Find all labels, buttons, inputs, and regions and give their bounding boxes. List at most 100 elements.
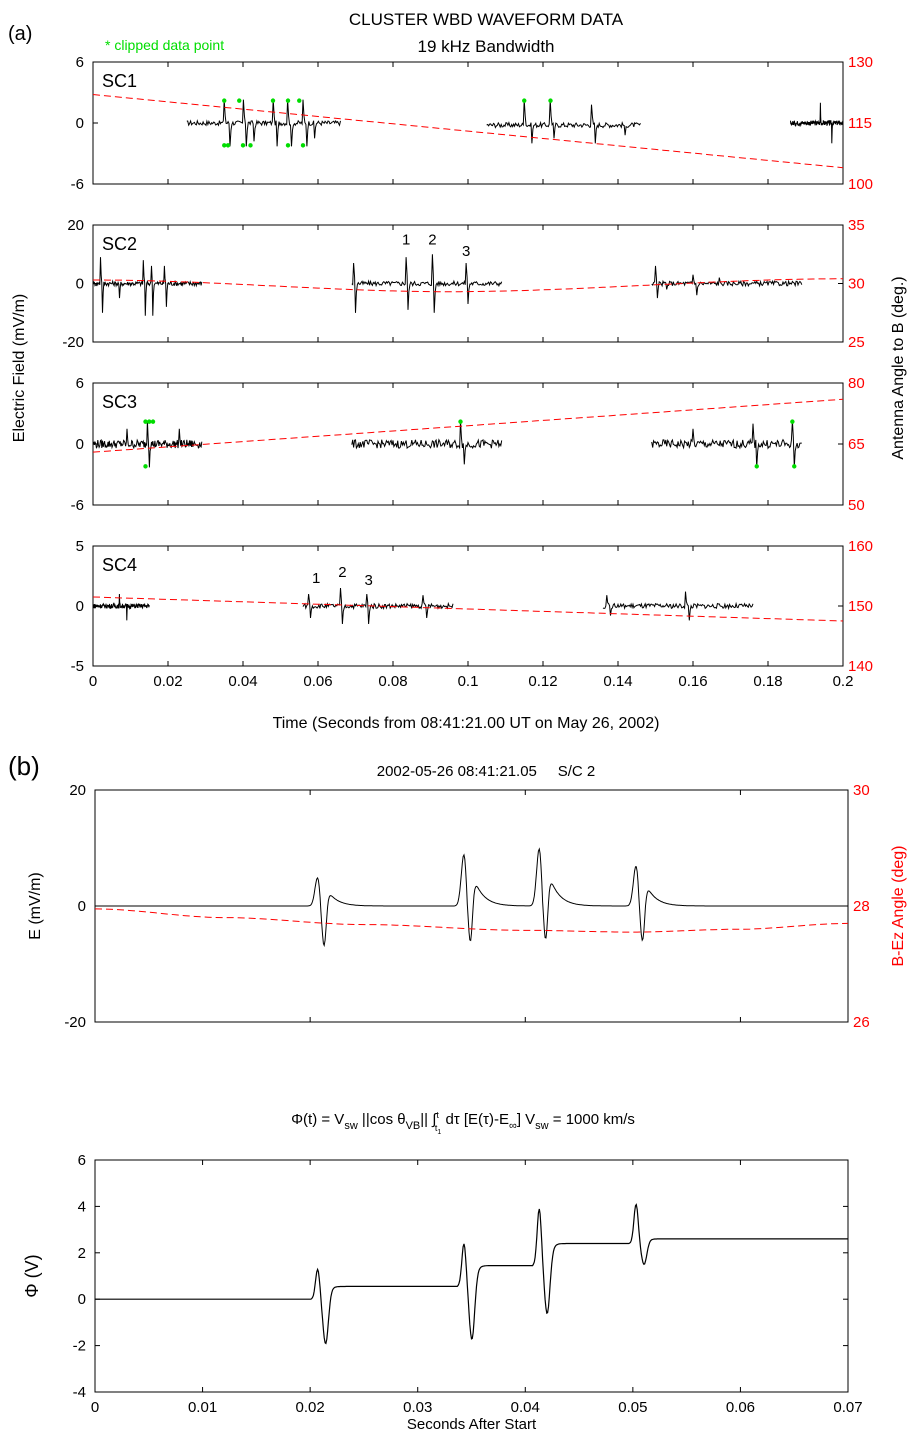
panel-title: SC3 [102, 392, 137, 412]
x-tick-label: 0 [89, 673, 97, 690]
waveform-line [351, 420, 503, 465]
y2-tick-label: 80 [848, 375, 865, 392]
angle-curve [94, 908, 849, 933]
waveform-line [651, 265, 803, 299]
y-tick-label: -2 [73, 1338, 86, 1355]
panel-label-a: (a) [8, 23, 32, 45]
y-tick-label: 0 [78, 1291, 86, 1308]
angle-curve [93, 278, 843, 293]
left-ylabel-a: Electric Field (mV/m) [11, 294, 28, 442]
x-tick-label: 0.06 [726, 1399, 755, 1416]
clipped-point [754, 464, 759, 469]
clipped-point [285, 98, 291, 103]
clipped-point [143, 419, 148, 424]
y-tick-label: -20 [62, 334, 84, 351]
y2-axis-label: B-Ez Angle (deg) [890, 846, 907, 967]
waveform-line [95, 847, 848, 948]
waveform-line [302, 587, 454, 625]
y2-tick-label: 65 [848, 436, 865, 453]
y2-tick-label: 30 [848, 276, 865, 293]
x-tick-label: 0 [91, 1399, 99, 1416]
y-tick-label: -6 [71, 176, 84, 193]
x-tick-label: 0.12 [528, 673, 557, 690]
y-tick-label: 4 [78, 1198, 86, 1215]
pulse-annotation: 3 [462, 243, 470, 260]
y-tick-label: 0 [76, 598, 84, 615]
pulse-annotation: 1 [312, 570, 320, 587]
clipped-point [150, 419, 156, 424]
x-tick-label: 0.18 [753, 673, 782, 690]
y2-tick-label: 100 [848, 176, 873, 193]
y-axis-label: E (mV/m) [27, 872, 44, 940]
waveform-line [351, 254, 503, 313]
clipped-point [143, 464, 148, 469]
x-tick-label: 0.07 [833, 1399, 862, 1416]
y-tick-label: 0 [76, 436, 84, 453]
clipped-point [790, 419, 795, 424]
panel-title: SC2 [102, 234, 137, 254]
waveform-line [486, 99, 641, 144]
clipped-point [285, 143, 291, 148]
waveform-line [92, 420, 203, 468]
waveform-line [651, 420, 802, 468]
x-tick-label: 0.1 [458, 673, 479, 690]
title-line-1: CLUSTER WBD WAVEFORM DATA [349, 10, 624, 29]
pulse-annotation: 2 [338, 564, 346, 581]
angle-curve [92, 596, 844, 622]
chart-panel-6: -4 -2 0 2 4 6 0 0.01 0.02 0.03 0.04 0.05 0.06 0.07 Φ (… [22, 1152, 863, 1433]
x-tick-label: 0.08 [378, 673, 407, 690]
y2-tick-label: 150 [848, 598, 873, 615]
clipped-point [297, 98, 302, 103]
y-tick-label: 2 [78, 1245, 86, 1262]
panel-title: SC4 [102, 555, 137, 575]
right-ylabel-a: Antenna Angle to B (deg.) [890, 276, 907, 459]
chart-panel-3: -6 0 6 50 65 80 SC3 [71, 375, 865, 514]
chart-panel-2: -20 0 20 25 30 35 SC2 1 2 3 [62, 217, 864, 351]
x-tick-label: 0.02 [296, 1399, 325, 1416]
waveform-line [92, 257, 203, 316]
x-tick-label: 0.05 [618, 1399, 647, 1416]
clipped-point [222, 98, 227, 103]
waveform-line [602, 591, 754, 621]
clipped-point [240, 143, 246, 148]
y-axis-label: Φ (V) [22, 1254, 42, 1297]
plot-frame [92, 61, 844, 185]
phi-formula: Φ(t) = Vsw ||cos θVB|| ∫t t1 dτ [E(τ)-E∞]… [291, 1110, 635, 1136]
clipped-note: * clipped data point [105, 37, 224, 53]
y2-tick-label: 26 [853, 1014, 870, 1031]
clipped-point [248, 143, 253, 148]
pulse-annotation: 2 [428, 231, 436, 248]
clipped-point [270, 98, 276, 103]
y2-tick-label: 115 [848, 115, 872, 132]
clipped-point [222, 143, 227, 148]
y2-tick-label: 30 [853, 782, 870, 799]
angle-curve [92, 94, 844, 169]
panel-title: SC1 [102, 71, 137, 91]
waveform-line [92, 593, 150, 621]
y2-tick-label: 130 [848, 54, 873, 71]
clipped-point [522, 98, 527, 103]
x-tick-label: 0.2 [833, 673, 854, 690]
x-tick-label: 0.04 [228, 673, 257, 690]
x-tick-label: 0.16 [678, 673, 707, 690]
clipped-point [300, 143, 306, 148]
y-tick-label: -5 [71, 658, 84, 675]
x-tick-label: 0.03 [403, 1399, 432, 1416]
clipped-point [548, 98, 553, 103]
chart-panel-4: -5 0 5 140 150 160 0 0.02 0.04 0.06 0.08 0.1 0.12 0.1… [71, 538, 873, 690]
waveform-line [186, 99, 341, 147]
x-tick-label: 0.02 [153, 673, 182, 690]
chart-panel-5: -20 0 20 26 28 30 E (mV/m) B-Ez Angle (deg) [27, 782, 907, 1031]
panel-label-b: (b) [8, 751, 40, 781]
x-tick-label: 0.04 [511, 1399, 540, 1416]
clipped-point [792, 464, 797, 469]
y-tick-label: 0 [76, 276, 84, 293]
pulse-annotation: 1 [402, 231, 410, 248]
title-line-2: 19 kHz Bandwidth [417, 37, 554, 56]
x-tick-label: 0.01 [188, 1399, 217, 1416]
x-tick-label: 0.06 [303, 673, 332, 690]
plot-frame [94, 1159, 849, 1393]
y2-tick-label: 35 [848, 217, 865, 234]
